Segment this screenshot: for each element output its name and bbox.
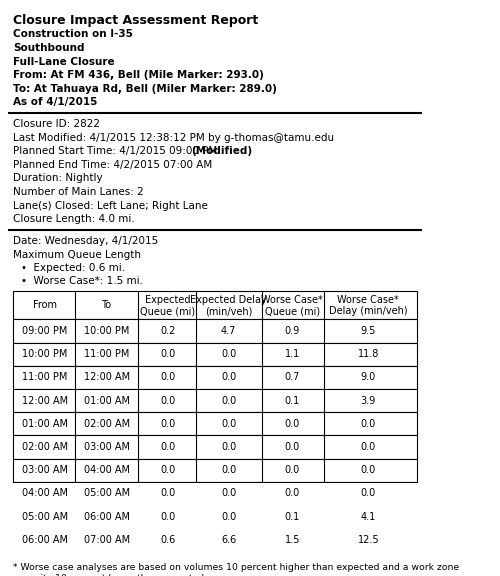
Text: 0.9: 0.9 (284, 326, 300, 336)
Text: 0.0: 0.0 (360, 419, 376, 429)
Text: 0.1: 0.1 (284, 396, 300, 406)
Text: Full-Lane Closure: Full-Lane Closure (13, 56, 114, 67)
Text: 0.0: 0.0 (160, 488, 175, 498)
Text: Date: Wednesday, 4/1/2015: Date: Wednesday, 4/1/2015 (13, 236, 158, 247)
Text: 04:00 AM: 04:00 AM (84, 465, 130, 475)
Text: Maximum Queue Length: Maximum Queue Length (13, 250, 141, 260)
Text: 0.0: 0.0 (221, 419, 236, 429)
Text: 11.8: 11.8 (358, 349, 379, 359)
Text: 03:00 AM: 03:00 AM (84, 442, 130, 452)
Bar (13, 389, 417, 412)
Text: 01:00 AM: 01:00 AM (84, 396, 130, 406)
Text: 05:00 AM: 05:00 AM (22, 511, 68, 521)
Text: Expected Delay
(min/veh): Expected Delay (min/veh) (190, 294, 267, 316)
Text: 0.0: 0.0 (360, 465, 376, 475)
Text: Closure Impact Assessment Report: Closure Impact Assessment Report (13, 13, 258, 26)
Bar (13, 435, 417, 458)
Text: 10:00 PM: 10:00 PM (84, 326, 130, 336)
Bar (13, 412, 417, 435)
Text: 0.0: 0.0 (221, 349, 236, 359)
Text: 9.5: 9.5 (360, 326, 376, 336)
Text: 6.6: 6.6 (221, 535, 236, 545)
Text: To: At Tahuaya Rd, Bell (Miler Marker: 289.0): To: At Tahuaya Rd, Bell (Miler Marker: 2… (13, 84, 277, 93)
Text: 12.5: 12.5 (358, 535, 379, 545)
Text: 0.0: 0.0 (160, 511, 175, 521)
Bar (13, 482, 417, 505)
Text: 0.0: 0.0 (284, 465, 300, 475)
Text: 1.1: 1.1 (284, 349, 300, 359)
Text: 0.0: 0.0 (221, 511, 236, 521)
Text: From: At FM 436, Bell (Mile Marker: 293.0): From: At FM 436, Bell (Mile Marker: 293.… (13, 70, 264, 80)
Text: Number of Main Lanes: 2: Number of Main Lanes: 2 (13, 187, 143, 197)
Text: 0.7: 0.7 (284, 372, 300, 382)
Text: Expected
Queue (mi): Expected Queue (mi) (140, 294, 195, 316)
Text: 11:00 PM: 11:00 PM (84, 349, 130, 359)
Text: 0.0: 0.0 (160, 465, 175, 475)
Text: 05:00 AM: 05:00 AM (84, 488, 130, 498)
Text: 0.0: 0.0 (160, 372, 175, 382)
Text: Worse Case*
Queue (mi): Worse Case* Queue (mi) (262, 294, 323, 316)
Text: 12:00 AM: 12:00 AM (22, 396, 68, 406)
Text: 12:00 AM: 12:00 AM (84, 372, 130, 382)
Text: 01:00 AM: 01:00 AM (22, 419, 68, 429)
Text: 0.2: 0.2 (160, 326, 176, 336)
Text: 04:00 AM: 04:00 AM (22, 488, 68, 498)
Text: 0.0: 0.0 (160, 349, 175, 359)
Text: Planned End Time: 4/2/2015 07:00 AM: Planned End Time: 4/2/2015 07:00 AM (13, 160, 212, 170)
Text: 06:00 AM: 06:00 AM (84, 511, 130, 521)
Text: 9.0: 9.0 (360, 372, 376, 382)
Text: 0.6: 0.6 (160, 535, 175, 545)
Text: 0.0: 0.0 (221, 442, 236, 452)
Text: 0.0: 0.0 (284, 419, 300, 429)
Text: 07:00 AM: 07:00 AM (84, 535, 130, 545)
Text: 0.1: 0.1 (284, 511, 300, 521)
Bar (13, 343, 417, 366)
Text: 0.0: 0.0 (284, 442, 300, 452)
Text: (Modified): (Modified) (191, 146, 252, 157)
Text: 0.0: 0.0 (221, 372, 236, 382)
Text: Last Modified: 4/1/2015 12:38:12 PM by g-thomas@tamu.edu: Last Modified: 4/1/2015 12:38:12 PM by g… (13, 133, 334, 143)
Text: Southbound: Southbound (13, 43, 85, 53)
Text: 10:00 PM: 10:00 PM (22, 349, 68, 359)
Text: 09:00 PM: 09:00 PM (22, 326, 68, 336)
Text: capacity 10 percent lower than expected.: capacity 10 percent lower than expected. (13, 574, 207, 576)
Bar (13, 319, 417, 343)
Text: 0.0: 0.0 (160, 419, 175, 429)
Text: Duration: Nightly: Duration: Nightly (13, 173, 102, 184)
Text: From: From (33, 300, 57, 310)
Text: Planned Start Time: 4/1/2015 09:00 PM: Planned Start Time: 4/1/2015 09:00 PM (13, 146, 220, 157)
Bar (13, 505, 417, 528)
Text: 1.5: 1.5 (284, 535, 300, 545)
Text: To: To (102, 300, 112, 310)
Text: 0.0: 0.0 (284, 488, 300, 498)
Text: 0.0: 0.0 (221, 396, 236, 406)
Text: Lane(s) Closed: Left Lane; Right Lane: Lane(s) Closed: Left Lane; Right Lane (13, 200, 208, 210)
Text: Construction on I-35: Construction on I-35 (13, 29, 133, 40)
Text: 0.0: 0.0 (221, 488, 236, 498)
Text: •  Expected: 0.6 mi.: • Expected: 0.6 mi. (22, 263, 126, 274)
Text: 06:00 AM: 06:00 AM (22, 535, 68, 545)
Text: 0.0: 0.0 (160, 396, 175, 406)
Text: 0.0: 0.0 (360, 442, 376, 452)
Text: 0.0: 0.0 (221, 465, 236, 475)
Text: 11:00 PM: 11:00 PM (22, 372, 68, 382)
Text: •  Worse Case*: 1.5 mi.: • Worse Case*: 1.5 mi. (22, 276, 144, 286)
Text: 0.0: 0.0 (360, 488, 376, 498)
Text: 4.7: 4.7 (221, 326, 236, 336)
Text: 02:00 AM: 02:00 AM (22, 442, 68, 452)
Bar (13, 528, 417, 551)
Bar (13, 458, 417, 482)
Text: 4.1: 4.1 (360, 511, 376, 521)
Text: Worse Case*
Delay (min/veh): Worse Case* Delay (min/veh) (329, 294, 407, 316)
Bar (13, 366, 417, 389)
Text: Closure ID: 2822: Closure ID: 2822 (13, 119, 100, 130)
Text: As of 4/1/2015: As of 4/1/2015 (13, 97, 98, 107)
Text: * Worse case analyses are based on volumes 10 percent higher than expected and a: * Worse case analyses are based on volum… (13, 563, 459, 572)
Text: 03:00 AM: 03:00 AM (22, 465, 68, 475)
Text: 02:00 AM: 02:00 AM (84, 419, 130, 429)
Text: 0.0: 0.0 (160, 442, 175, 452)
Text: Closure Length: 4.0 mi.: Closure Length: 4.0 mi. (13, 214, 134, 224)
Bar (13, 291, 417, 319)
Text: 3.9: 3.9 (360, 396, 376, 406)
